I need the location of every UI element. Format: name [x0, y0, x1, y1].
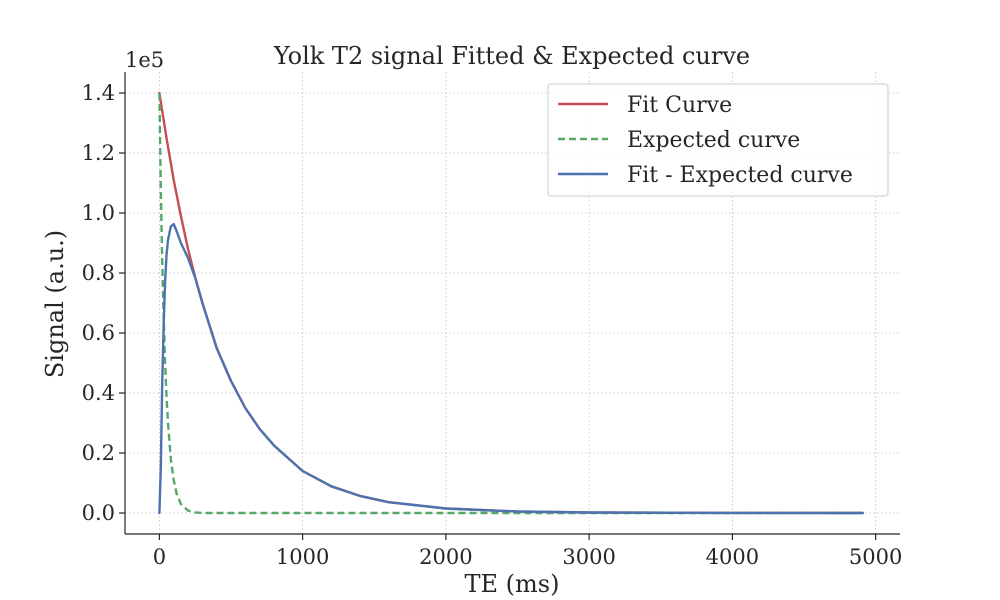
y-tick-label: 0.4 — [82, 381, 115, 405]
legend-label-3: Fit - Expected curve — [627, 163, 853, 188]
legend-box — [547, 83, 889, 197]
y-tick-label: 1.0 — [82, 201, 115, 225]
legend: Fit Curve Expected curve Fit - Expected cu… — [547, 83, 889, 197]
y-offset-label: 1e5 — [125, 48, 164, 72]
y-tick-label: 0.0 — [82, 501, 115, 525]
y-tick-label: 1.2 — [82, 141, 115, 165]
y-tick-label: 0.2 — [82, 441, 115, 465]
series-line-3 — [158, 222, 864, 515]
x-tick-label: 4000 — [706, 545, 759, 569]
x-tick-label: 2000 — [419, 545, 472, 569]
x-axis-label: TE (ms) — [465, 570, 560, 598]
legend-label-2: Expected curve — [627, 128, 800, 153]
y-axis-label: Signal (a.u.) — [41, 230, 69, 378]
x-tick-label: 3000 — [562, 545, 615, 569]
y-tick-label: 0.8 — [82, 261, 115, 285]
x-tick-label: 1000 — [276, 545, 329, 569]
legend-label-1: Fit Curve — [627, 93, 732, 118]
chart-title: Yolk T2 signal Fitted & Expected curve — [273, 42, 750, 70]
y-tick-label: 0.6 — [82, 321, 115, 345]
y-tick-label: 1.4 — [82, 81, 115, 105]
y-ticks: 0.0 0.2 0.4 0.6 0.8 1.0 1.2 1.4 — [82, 81, 125, 525]
x-tick-label: 0 — [153, 545, 166, 569]
plot-area — [158, 91, 864, 515]
x-ticks: 0 1000 2000 3000 4000 5000 — [153, 534, 902, 569]
x-tick-label: 5000 — [849, 545, 902, 569]
